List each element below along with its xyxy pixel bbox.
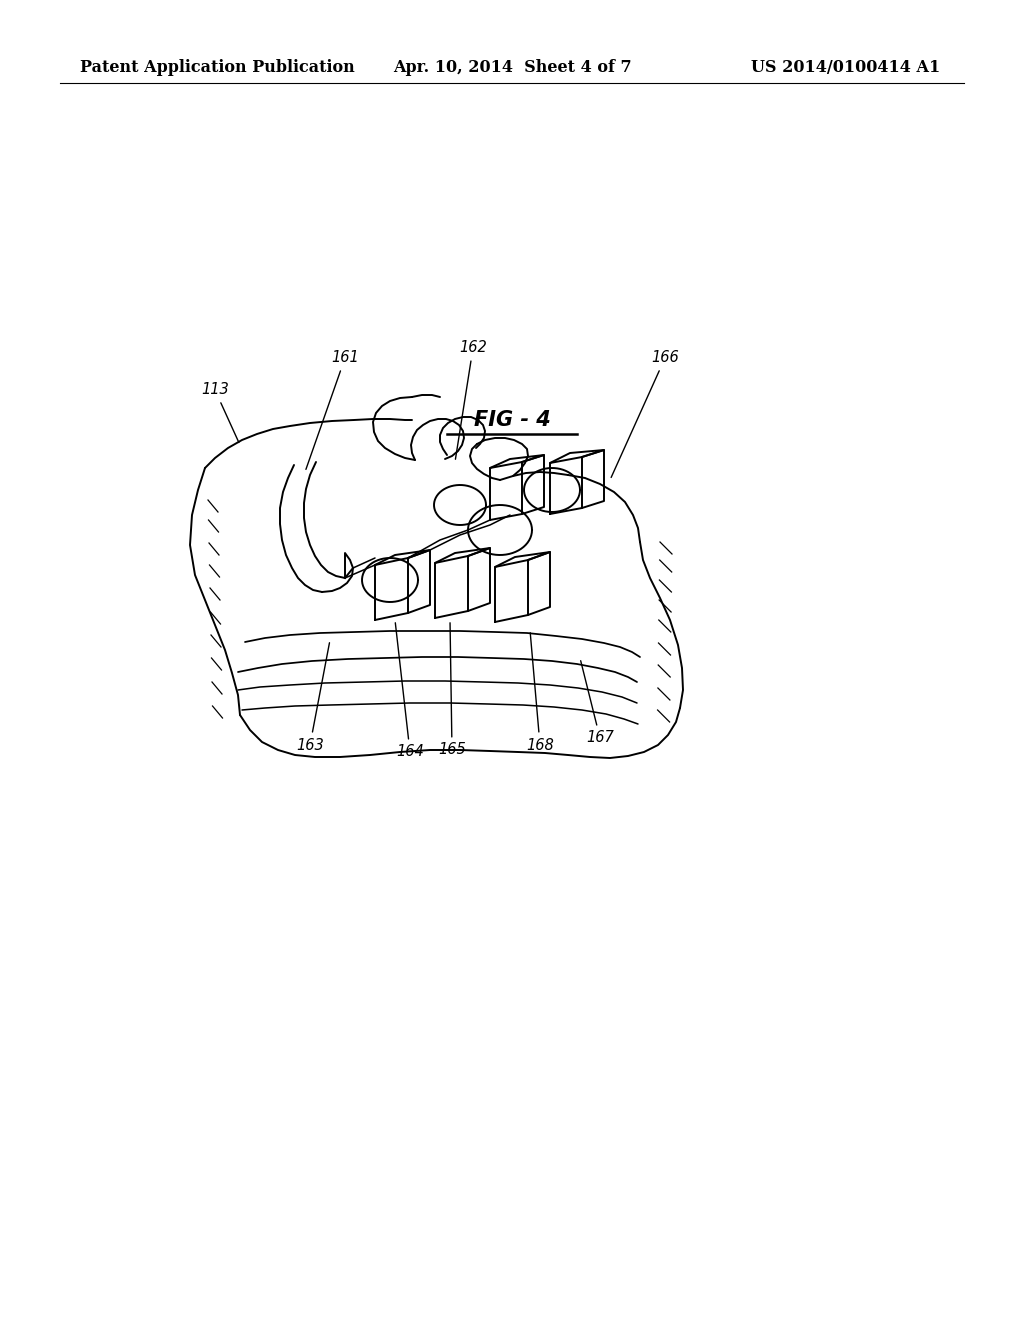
Text: 164: 164	[395, 623, 424, 759]
Text: FIG - 4: FIG - 4	[474, 409, 550, 430]
Text: 161: 161	[306, 351, 358, 470]
Text: 113: 113	[201, 383, 239, 442]
Text: 168: 168	[526, 632, 554, 752]
Text: 167: 167	[581, 661, 613, 746]
Text: 166: 166	[611, 351, 679, 478]
Text: Patent Application Publication: Patent Application Publication	[80, 59, 354, 77]
Text: 163: 163	[296, 643, 330, 752]
Text: 165: 165	[438, 623, 466, 758]
Text: Apr. 10, 2014  Sheet 4 of 7: Apr. 10, 2014 Sheet 4 of 7	[392, 59, 632, 77]
Text: 162: 162	[456, 341, 486, 459]
Text: US 2014/0100414 A1: US 2014/0100414 A1	[751, 59, 940, 77]
